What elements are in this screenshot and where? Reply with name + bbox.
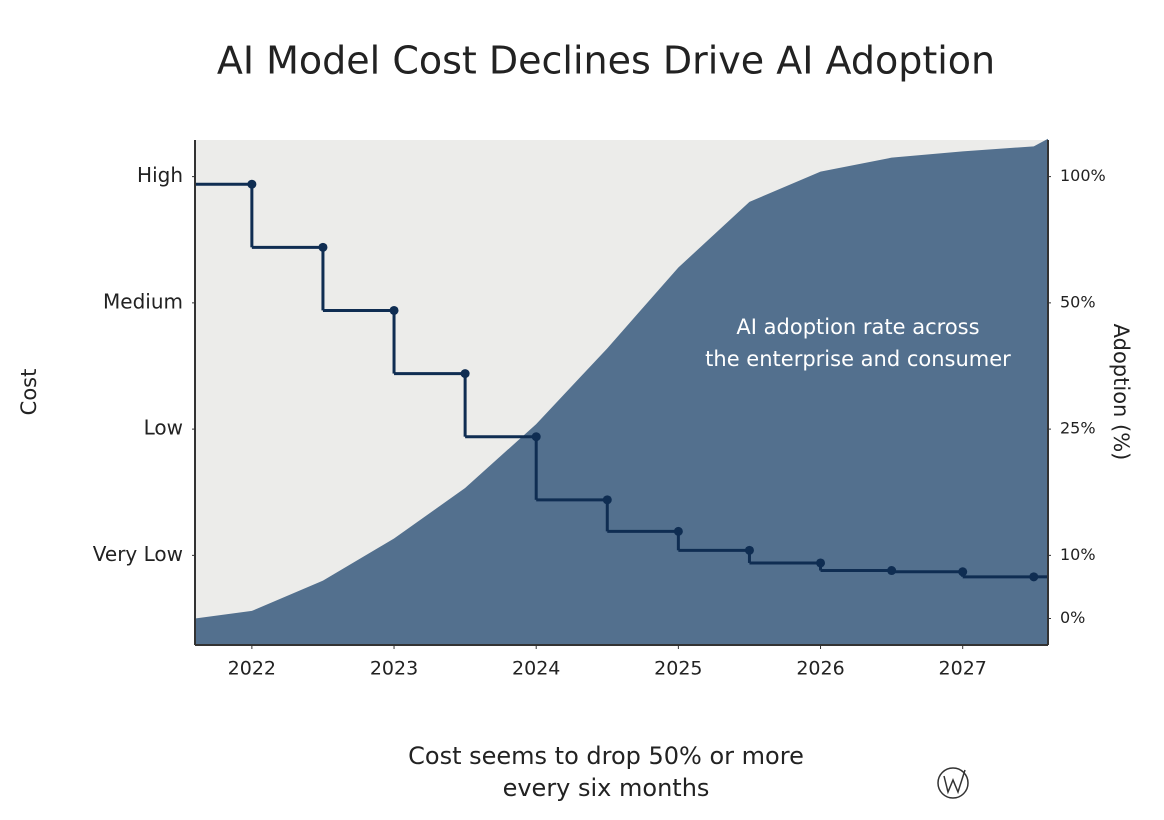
step-point: [744, 545, 754, 555]
chart-title: AI Model Cost Declines Drive AI Adoption: [217, 39, 995, 83]
step-point: [389, 305, 399, 315]
annotation: AI adoption rate across: [736, 315, 979, 339]
y2-tick-label: 10%: [1060, 545, 1096, 564]
y-tick-label: Very Low: [93, 542, 183, 566]
step-point: [247, 179, 257, 189]
step-point: [531, 432, 541, 442]
step-point: [460, 369, 470, 379]
step-point: [602, 495, 612, 505]
y2-tick-label: 100%: [1060, 166, 1106, 185]
logo: [937, 767, 969, 799]
x-tick-label: 2025: [654, 658, 702, 680]
y-tick-label: Medium: [103, 289, 183, 313]
y-tick-label: Low: [144, 416, 183, 440]
plot-area: 2022 2023 2024 2025 2026 2027 Very Low Low Mediu…: [93, 138, 1106, 680]
y2-tick-label: 0%: [1060, 608, 1085, 627]
step-point: [318, 242, 328, 252]
x-tick-label: 2023: [370, 658, 418, 680]
adoption-area: [195, 138, 1048, 646]
x-tick-label: 2026: [796, 658, 844, 680]
y2-tick-label: 50%: [1060, 292, 1096, 311]
x-tick-label: 2022: [228, 658, 276, 680]
x-tick-label: 2024: [512, 658, 560, 680]
y2-axis-label: Adoption (%): [1109, 324, 1133, 461]
logo-circle: [937, 767, 969, 799]
step-point: [1029, 572, 1039, 582]
step-point: [887, 566, 897, 576]
logo-mark: [943, 769, 966, 795]
step-point: [816, 558, 826, 568]
y2-tick-label: 25%: [1060, 419, 1096, 438]
step-point: [673, 526, 683, 536]
y-axis-label: Cost: [17, 369, 41, 416]
step-point: [958, 567, 968, 577]
y-tick-label: High: [137, 163, 183, 187]
caption: Cost seems to drop 50% or more: [408, 742, 804, 770]
caption: every six months: [503, 774, 710, 802]
annotation: the enterprise and consumer: [705, 347, 1011, 371]
x-tick-label: 2027: [939, 658, 987, 680]
